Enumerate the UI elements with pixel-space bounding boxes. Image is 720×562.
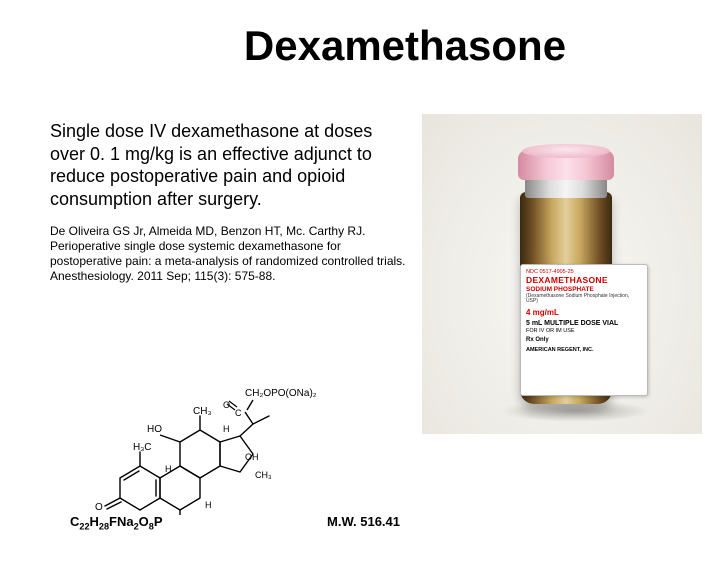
vial-generic: (Dexamethasone Sodium Phosphate Injectio… — [526, 294, 642, 306]
vial-label: NDC 0517-4905-25 DEXAMETHASONE SODIUM PH… — [520, 264, 648, 396]
svg-text:H₃C: H₃C — [133, 442, 152, 453]
svg-text:OH: OH — [245, 452, 259, 462]
side-group-label: CH₂OPO(ONa)₂ — [245, 388, 317, 399]
citation-text: De Oliveira GS Jr, Almeida MD, Benzon HT… — [50, 224, 410, 284]
svg-text:H: H — [223, 424, 230, 434]
chemical-structure: O H₃C CH₃ HO OH CH₃ F H H H CH₂OPO(ONa)₂… — [95, 360, 325, 515]
molecular-formula: C22H28FNa2O8P — [70, 514, 163, 532]
vial-route: FOR IV OR IM USE — [526, 328, 642, 334]
vial-volume: 5 mL MULTIPLE DOSE VIAL — [526, 320, 642, 328]
vial-manufacturer: AMERICAN REGENT, INC. — [526, 347, 642, 353]
vial-cap-top — [522, 144, 610, 158]
vial-image: NDC 0517-4905-25 DEXAMETHASONE SODIUM PH… — [422, 114, 702, 434]
molecular-weight: M.W. 516.41 — [327, 514, 400, 532]
svg-text:CH₃: CH₃ — [193, 406, 212, 417]
formula-row: C22H28FNa2O8P M.W. 516.41 — [70, 514, 400, 532]
svg-text:H: H — [205, 500, 212, 510]
svg-text:C: C — [235, 408, 242, 418]
svg-text:CH₃: CH₃ — [255, 470, 272, 480]
vial-drug-name-1: DEXAMETHASONE — [526, 276, 642, 286]
slide-title: Dexamethasone — [90, 22, 720, 70]
description-text: Single dose IV dexamethasone at doses ov… — [50, 120, 400, 210]
vial-rx: Rx Only — [526, 337, 642, 344]
vial-strength: 4 mg/mL — [526, 308, 642, 317]
svg-text:H: H — [165, 464, 172, 474]
svg-text:HO: HO — [147, 424, 162, 435]
svg-text:O: O — [95, 502, 103, 513]
